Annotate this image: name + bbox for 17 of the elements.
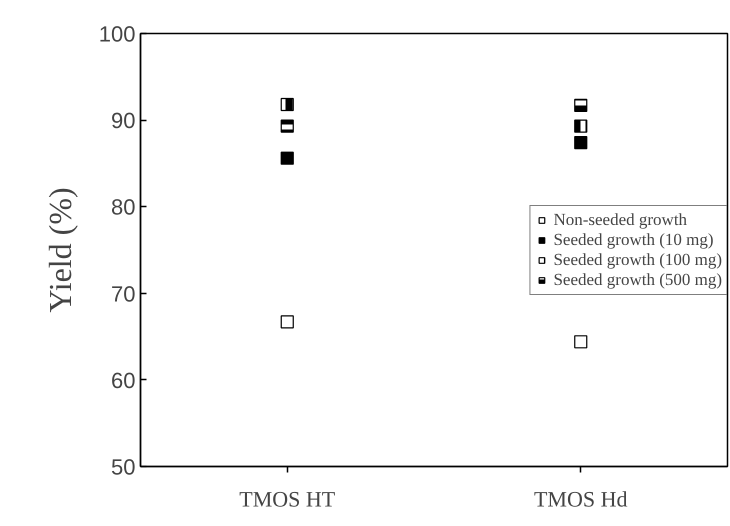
x-tick-label: TMOS Hd — [534, 486, 628, 512]
legend-label: Seeded growth (100 mg) — [553, 250, 722, 270]
y-tick-label: 90 — [111, 108, 136, 134]
y-tick-label: 80 — [111, 194, 136, 220]
y-axis-title: Yield (%) — [42, 187, 78, 313]
y-tick-label: 100 — [98, 22, 136, 46]
legend-label: Seeded growth (500 mg) — [553, 270, 722, 290]
point — [574, 136, 588, 150]
legend-label: Seeded growth (10 mg) — [553, 230, 714, 250]
point — [280, 152, 294, 165]
y-tick-label: 50 — [111, 454, 136, 480]
legend-label: Non-seeded growth — [553, 210, 688, 230]
x-tick-label: TMOS HT — [239, 486, 336, 512]
point — [280, 315, 294, 328]
point — [574, 335, 588, 348]
y-tick-label: 60 — [111, 368, 136, 393]
y-tick-label: 70 — [111, 281, 136, 306]
